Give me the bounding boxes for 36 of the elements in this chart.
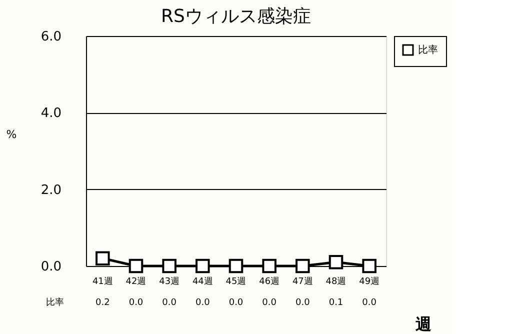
point	[96, 251, 110, 266]
point	[362, 258, 376, 274]
point	[328, 255, 344, 270]
point	[296, 258, 310, 274]
point	[228, 258, 244, 274]
data-label: 0.0	[296, 298, 310, 308]
data-label: 0.0	[162, 298, 177, 308]
x-tick-label: 45週	[226, 276, 246, 287]
y-tick-label: 2.0	[40, 182, 62, 198]
data-label: 0.2	[96, 298, 110, 308]
chart-title: RSウィルス感染症	[161, 6, 311, 27]
data-label: 0.0	[228, 298, 244, 308]
point	[196, 258, 210, 274]
data-label: 0.0	[362, 298, 377, 308]
x-axis-title: 週	[414, 314, 432, 334]
x-tick-label: 41週	[92, 276, 113, 287]
y-tick-label: 4.0	[40, 106, 62, 122]
x-tick-label: 47週	[292, 276, 313, 287]
x-tick-label: 44週	[192, 276, 213, 287]
text: 比率	[46, 298, 64, 308]
data-label: 0.1	[328, 298, 344, 308]
data-label: 0.0	[128, 298, 144, 308]
point	[128, 258, 144, 274]
x-tick-label: 49週	[359, 276, 380, 287]
x-tick-label: 48週	[326, 276, 346, 287]
data-label: 0.0	[262, 298, 277, 308]
point	[162, 258, 176, 274]
x-tick-label: 43週	[159, 276, 180, 287]
x-tick-label: 42週	[126, 276, 146, 287]
point	[262, 258, 276, 274]
y-tick-label: 6.0	[40, 30, 62, 44]
y-tick-label: 0.0	[40, 260, 62, 274]
x-tick-label: 46週	[259, 276, 280, 287]
legend-label: 比率	[418, 44, 438, 56]
data-label: 0.0	[196, 298, 210, 308]
y-axis-title: %	[6, 128, 17, 141]
